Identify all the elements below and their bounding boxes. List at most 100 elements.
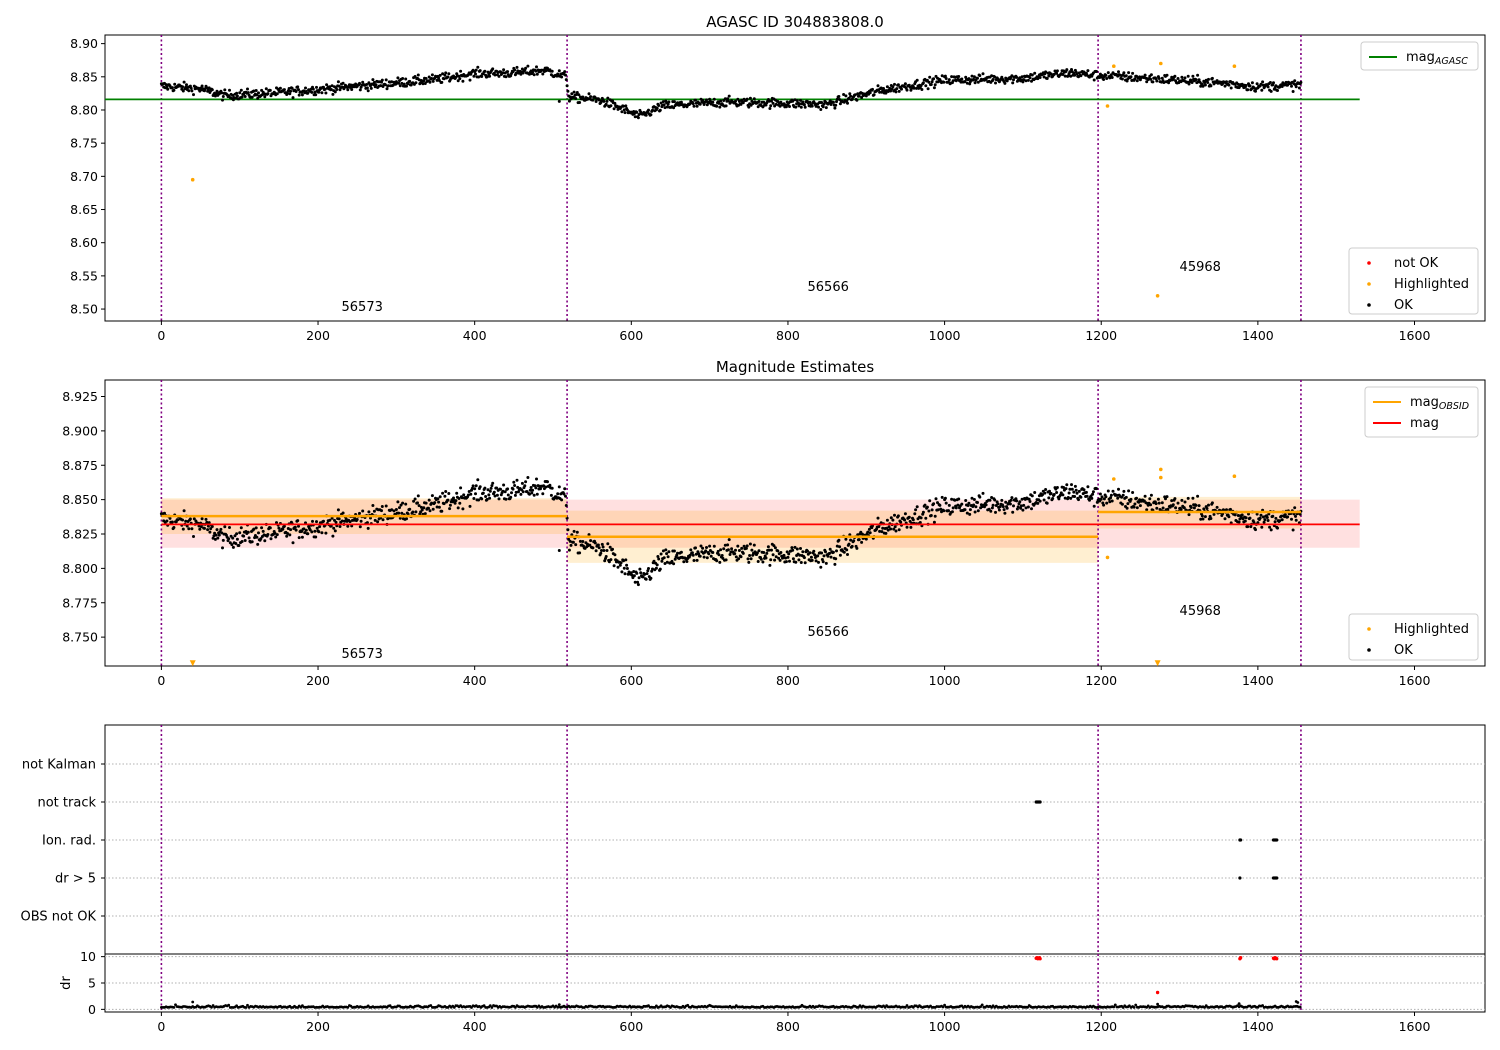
ok-point	[679, 550, 683, 554]
ok-point	[486, 488, 490, 492]
ok-point	[441, 491, 445, 495]
ok-point	[524, 66, 528, 70]
ok-point	[1086, 69, 1090, 73]
ok-point	[315, 85, 318, 89]
ok-point	[539, 487, 542, 491]
ok-point	[772, 544, 776, 548]
highlighted-point	[1159, 467, 1163, 472]
ok-point	[420, 508, 424, 512]
ok-point	[1085, 494, 1089, 498]
ok-point	[181, 527, 185, 531]
ok-point	[231, 536, 235, 540]
ok-point	[297, 536, 301, 540]
ok-point	[457, 74, 461, 78]
ok-point	[771, 553, 775, 557]
ok-point	[1004, 500, 1008, 504]
ok-point	[1250, 81, 1254, 85]
ok-point	[275, 521, 278, 525]
ok-point	[856, 92, 860, 96]
ok-point	[1186, 496, 1190, 500]
ok-point	[528, 492, 531, 496]
ok-point	[1186, 74, 1190, 78]
ok-point	[440, 80, 444, 84]
ok-point	[414, 510, 418, 514]
panel1-y-tick-label: 8.55	[70, 268, 98, 283]
ok-point	[273, 531, 277, 535]
ok-point	[268, 88, 272, 92]
ok-point	[695, 104, 699, 108]
ok-point	[1124, 74, 1128, 78]
ok-point	[269, 537, 273, 541]
ok-point	[877, 525, 881, 529]
panel2-obsid-label: 56566	[808, 625, 849, 640]
ok-point	[712, 544, 716, 548]
ok-point	[1067, 491, 1071, 495]
ok-point	[1077, 71, 1081, 75]
ok-point	[824, 550, 827, 554]
ok-point	[911, 518, 915, 522]
ok-point	[408, 507, 412, 511]
ok-point	[264, 87, 268, 91]
ok-point	[953, 75, 957, 79]
ok-point	[784, 556, 788, 560]
ok-point	[358, 88, 362, 92]
ok-point	[491, 67, 495, 71]
ok-point	[989, 509, 993, 513]
ok-point	[1201, 84, 1205, 88]
ok-point	[471, 484, 475, 488]
ok-point	[1012, 78, 1015, 82]
ok-point	[1098, 492, 1102, 496]
ok-point	[1207, 77, 1210, 81]
ok-point	[524, 480, 528, 484]
ok-point	[976, 80, 980, 84]
ok-point	[1196, 494, 1200, 498]
ok-point	[806, 549, 809, 553]
ok-point	[266, 92, 270, 96]
ok-point	[698, 102, 702, 106]
ok-point	[618, 563, 622, 567]
ok-point	[520, 481, 524, 485]
ok-point	[1298, 512, 1302, 516]
ok-point	[383, 83, 387, 87]
ok-point	[336, 80, 340, 84]
ok-point	[587, 92, 591, 96]
ok-point	[819, 565, 823, 569]
ok-point	[209, 527, 213, 531]
ok-point	[672, 562, 676, 566]
ok-point	[1180, 498, 1184, 502]
ok-point	[220, 531, 224, 535]
ok-point	[163, 511, 166, 515]
ok-point	[398, 516, 402, 520]
ok-point	[1044, 488, 1048, 491]
ok-point	[601, 545, 605, 549]
ok-point	[550, 486, 554, 490]
ok-point	[354, 82, 358, 86]
ok-point	[1086, 485, 1090, 489]
ok-point	[297, 524, 300, 528]
ok-point	[972, 498, 976, 501]
ok-point	[704, 549, 708, 553]
ok-point	[624, 104, 628, 108]
ok-point	[311, 519, 314, 523]
dr-x-tick-label: 400	[463, 1019, 487, 1034]
ok-point	[679, 100, 683, 104]
ok-point	[1069, 74, 1073, 78]
ok-point	[216, 536, 220, 540]
dr-point	[210, 1005, 213, 1009]
ok-point	[286, 527, 290, 530]
ok-point	[676, 101, 679, 105]
ok-point	[1137, 500, 1141, 504]
ok-point	[600, 542, 604, 546]
ok-point	[690, 551, 694, 555]
ok-point	[419, 505, 423, 509]
ok-point	[766, 545, 770, 549]
ok-point	[231, 93, 235, 97]
ok-point	[1105, 77, 1109, 80]
ok-point	[943, 74, 947, 78]
ok-point	[809, 555, 813, 559]
ok-point	[691, 553, 695, 557]
ok-point	[638, 567, 642, 571]
panel1-y-tick-label: 8.80	[70, 102, 98, 117]
ok-point	[850, 544, 854, 548]
ok-point	[716, 549, 720, 553]
